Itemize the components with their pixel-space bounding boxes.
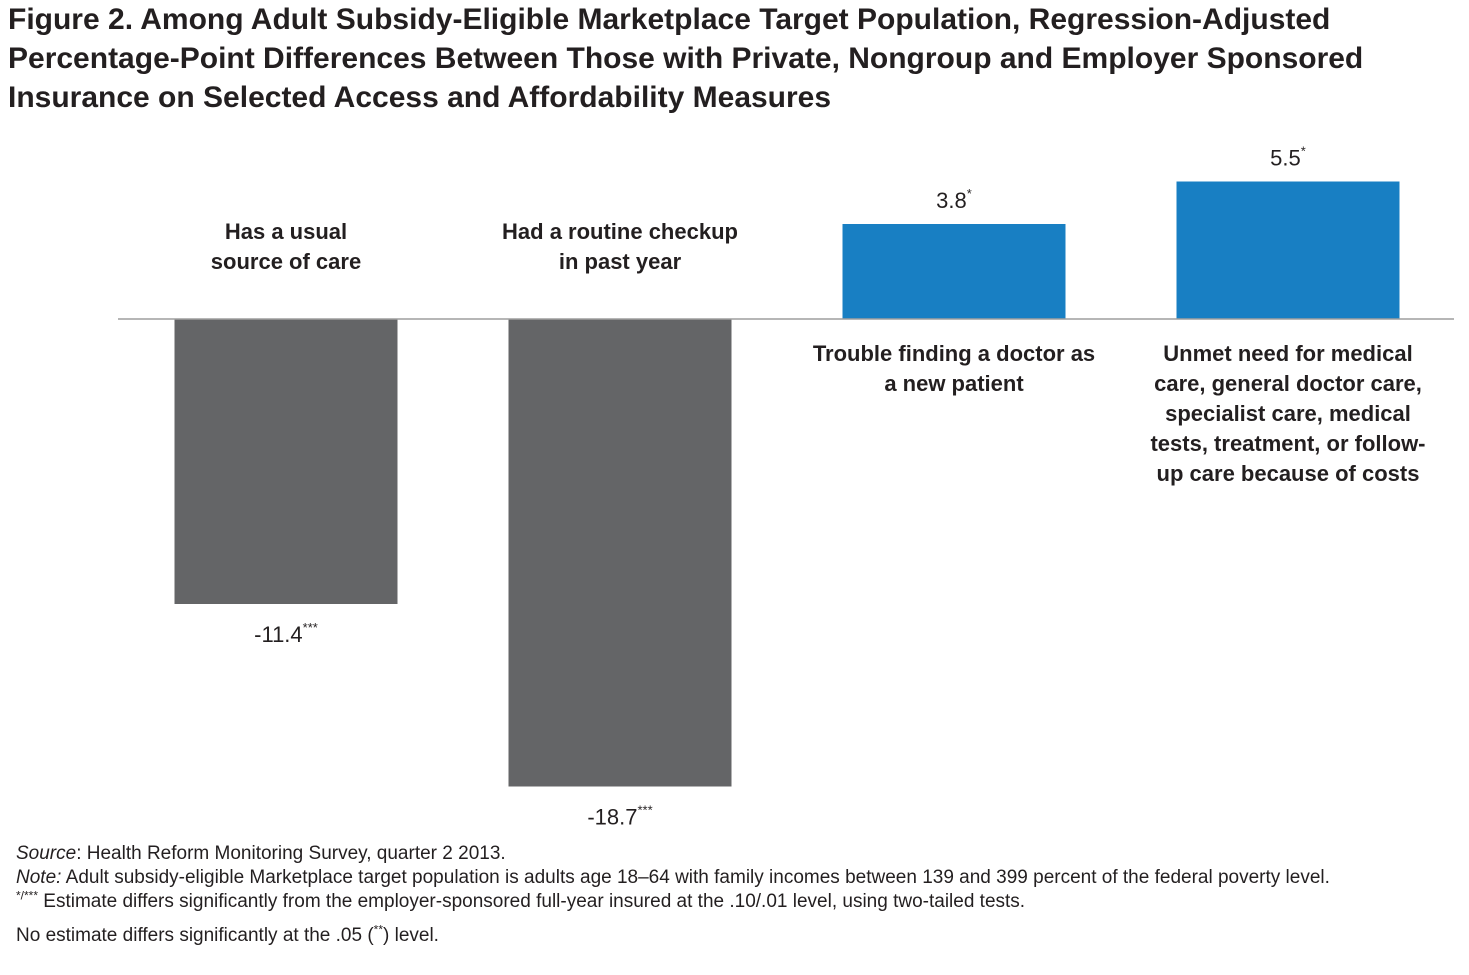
chart-notes: Source: Health Reform Monitoring Survey,… xyxy=(16,842,1436,948)
category-label-4: Unmet need for medical care, general doct… xyxy=(1150,341,1425,486)
note-text: Adult subsidy-eligible Marketplace targe… xyxy=(61,867,1330,888)
source-label: Source xyxy=(16,843,77,864)
bar-1 xyxy=(174,319,398,604)
value-label-4: 5.5* xyxy=(1270,144,1306,171)
no-sig-text-after: ) level. xyxy=(383,925,439,946)
value-label-1: -11.4*** xyxy=(254,620,318,647)
chart-title: Figure 2. Among Adult Subsidy-Eligible M… xyxy=(8,3,1364,114)
category-label-2: Had a routine checkup in past year xyxy=(502,219,738,274)
source-text: : Health Reform Monitoring Survey, quart… xyxy=(76,843,506,864)
value-label-3: 3.8* xyxy=(936,186,972,213)
significance-note: */*** Estimate differs significantly fro… xyxy=(16,890,1436,914)
source-note: Source: Health Reform Monitoring Survey,… xyxy=(16,842,1436,866)
population-note: Note: Adult subsidy-eligible Marketplace… xyxy=(16,866,1436,890)
significance-marker: */*** xyxy=(16,888,39,903)
bar-2 xyxy=(508,319,732,787)
value-label-2: -18.7*** xyxy=(587,803,652,830)
category-label-3: Trouble finding a doctor as a new patient xyxy=(813,341,1095,396)
category-label-1: Has a usual source of care xyxy=(211,219,361,274)
no-significance-note: No estimate differs significantly at the… xyxy=(16,924,1436,948)
bar-chart: -11.4*** Has a usual source of care -18.7**… xyxy=(118,144,1454,830)
no-sig-text-before: No estimate differs significantly at the… xyxy=(16,925,374,946)
note-label: Note: xyxy=(16,867,62,888)
no-sig-marker: ** xyxy=(373,922,383,937)
bar-3 xyxy=(842,224,1066,319)
significance-text: Estimate differs significantly from the … xyxy=(38,891,1026,912)
bar-4 xyxy=(1176,181,1400,319)
